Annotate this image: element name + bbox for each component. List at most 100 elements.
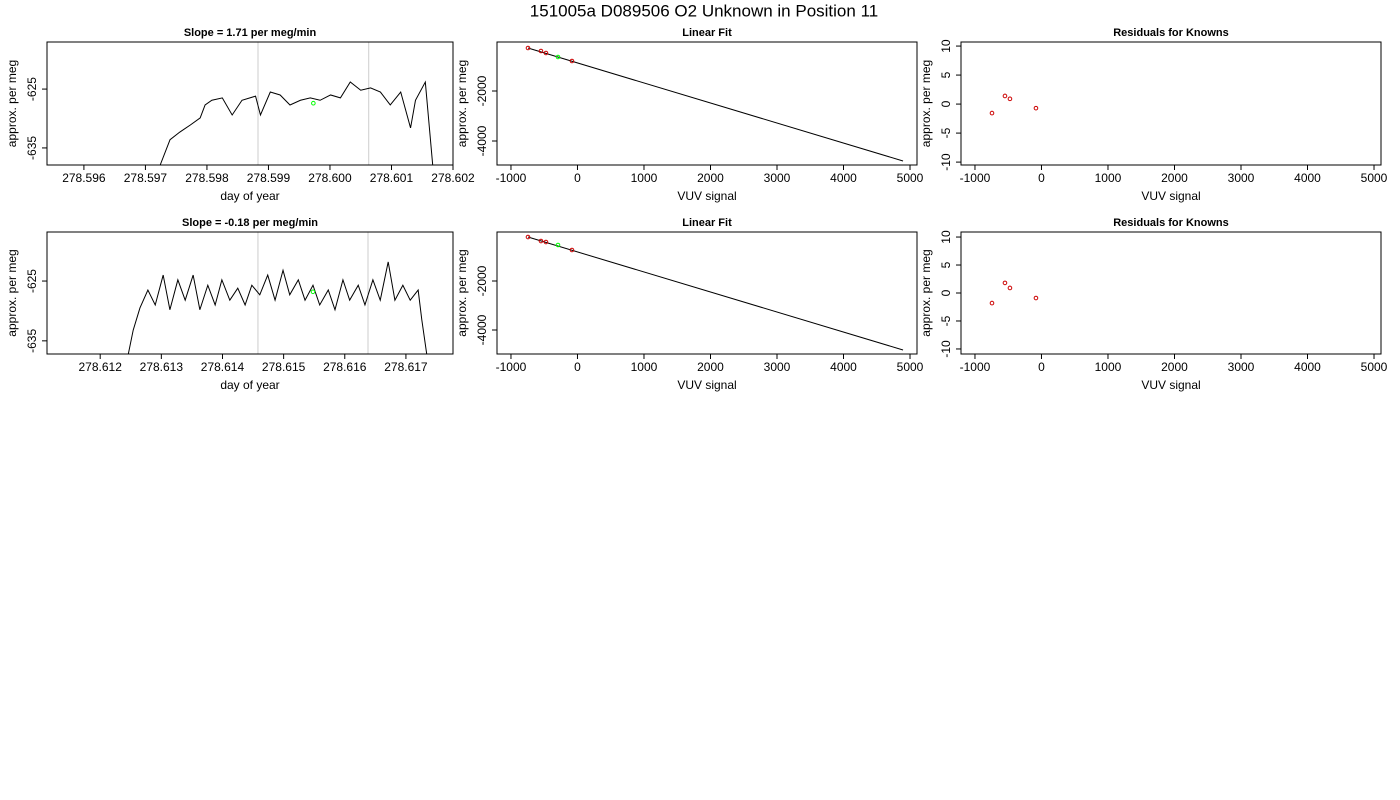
x-tick-label: 5000 <box>897 171 924 185</box>
data-point <box>538 48 544 54</box>
plot-area <box>525 234 904 351</box>
data-point <box>1007 285 1013 291</box>
data-line <box>527 236 904 351</box>
x-axis-label: VUV signal <box>1141 378 1200 392</box>
x-tick-label: 4000 <box>830 171 857 185</box>
data-line <box>159 80 434 165</box>
x-tick-label: 0 <box>574 171 581 185</box>
panel: Residuals for Knowns VUV signal approx. pe… <box>919 27 1388 203</box>
data-point <box>989 110 995 116</box>
x-tick-label: 278.600 <box>308 171 352 185</box>
panel-title: Slope = -0.18 per meg/min <box>182 217 318 229</box>
x-tick-label: 278.615 <box>262 360 306 374</box>
data-point <box>569 58 575 64</box>
panel-title: Slope = 1.71 per meg/min <box>184 27 317 39</box>
y-axis-label: approx. per meg <box>5 249 19 336</box>
y-tick-label: 0 <box>939 100 953 107</box>
x-tick-label: -1000 <box>496 360 527 374</box>
x-tick-label: 1000 <box>1095 171 1122 185</box>
plot-frame <box>496 41 918 166</box>
data-point <box>311 100 316 106</box>
x-tick-label: -1000 <box>960 171 991 185</box>
x-tick-label: 278.598 <box>185 171 229 185</box>
panel-title: Residuals for Knowns <box>1113 217 1229 229</box>
x-tick-label: 278.612 <box>79 360 123 374</box>
y-axis-label: approx. per meg <box>919 60 933 147</box>
y-tick-label: 5 <box>939 71 953 78</box>
y-tick-label: -635 <box>25 329 39 353</box>
y-tick-label: -5 <box>939 127 953 138</box>
x-tick-label: 0 <box>1038 360 1045 374</box>
y-tick-label: -625 <box>25 269 39 293</box>
x-tick-label: 2000 <box>1161 171 1188 185</box>
data-point <box>555 54 561 60</box>
x-tick-label: 5000 <box>1361 171 1388 185</box>
x-tick-label: 2000 <box>697 360 724 374</box>
data-point <box>1007 96 1013 102</box>
y-tick-label: -625 <box>25 77 39 101</box>
x-axis-label: VUV signal <box>1141 189 1200 203</box>
panel-title: Linear Fit <box>682 217 732 229</box>
plot-frame <box>960 231 1382 355</box>
x-tick-label: 278.597 <box>124 171 168 185</box>
y-tick-label: -635 <box>25 136 39 160</box>
x-tick-label: 278.602 <box>431 171 475 185</box>
x-tick-label: 0 <box>1038 171 1045 185</box>
x-tick-label: 278.601 <box>370 171 414 185</box>
y-axis-label: approx. per meg <box>919 249 933 336</box>
data-point <box>555 242 561 248</box>
panel: Slope = 1.71 per meg/min day of year appro… <box>5 27 475 203</box>
data-point <box>989 300 995 306</box>
y-tick-label: -4000 <box>475 125 489 156</box>
x-axis-label: day of year <box>220 378 279 392</box>
y-tick-label: -4000 <box>475 314 489 345</box>
data-line <box>527 47 904 162</box>
data-point <box>1002 280 1008 286</box>
y-tick-label: 0 <box>939 289 953 296</box>
x-tick-label: -1000 <box>960 360 991 374</box>
x-tick-label: 3000 <box>764 360 791 374</box>
data-point <box>569 247 575 253</box>
data-point <box>1033 295 1039 301</box>
panel: Linear Fit VUV signal approx. per meg -1000… <box>455 27 924 203</box>
data-point <box>543 239 549 245</box>
y-tick-label: 10 <box>939 230 953 244</box>
x-tick-label: 5000 <box>897 360 924 374</box>
x-tick-label: 3000 <box>1228 360 1255 374</box>
x-tick-label: 2000 <box>697 171 724 185</box>
x-tick-label: -1000 <box>496 171 527 185</box>
x-tick-label: 278.614 <box>201 360 245 374</box>
x-tick-label: 278.613 <box>140 360 184 374</box>
x-tick-label: 2000 <box>1161 360 1188 374</box>
figure-title: 151005a D089506 O2 Unknown in Position 1… <box>530 1 878 20</box>
x-axis-label: VUV signal <box>677 378 736 392</box>
x-axis-label: VUV signal <box>677 189 736 203</box>
x-tick-label: 5000 <box>1361 360 1388 374</box>
plot-frame <box>960 41 1382 166</box>
y-tick-label: -10 <box>939 153 953 171</box>
plot-area <box>127 232 428 354</box>
plot-area <box>525 45 904 162</box>
y-tick-label: -2000 <box>475 75 489 106</box>
x-tick-label: 4000 <box>1294 171 1321 185</box>
panel-title: Residuals for Knowns <box>1113 27 1229 39</box>
x-tick-label: 3000 <box>764 171 791 185</box>
y-tick-label: -2000 <box>475 265 489 296</box>
panel-title: Linear Fit <box>682 27 732 39</box>
data-point <box>1033 105 1039 111</box>
plot-area <box>989 93 1039 116</box>
y-axis-label: approx. per meg <box>455 60 469 147</box>
data-point <box>1002 93 1008 99</box>
x-tick-label: 4000 <box>1294 360 1321 374</box>
plot-frame <box>46 231 454 355</box>
plot-area <box>989 280 1039 306</box>
data-point <box>525 45 531 51</box>
panel: Linear Fit VUV signal approx. per meg -1000… <box>455 217 924 392</box>
y-axis-label: approx. per meg <box>5 60 19 147</box>
y-axis-label: approx. per meg <box>455 249 469 336</box>
x-tick-label: 278.616 <box>323 360 367 374</box>
x-axis-label: day of year <box>220 189 279 203</box>
x-tick-label: 1000 <box>1095 360 1122 374</box>
